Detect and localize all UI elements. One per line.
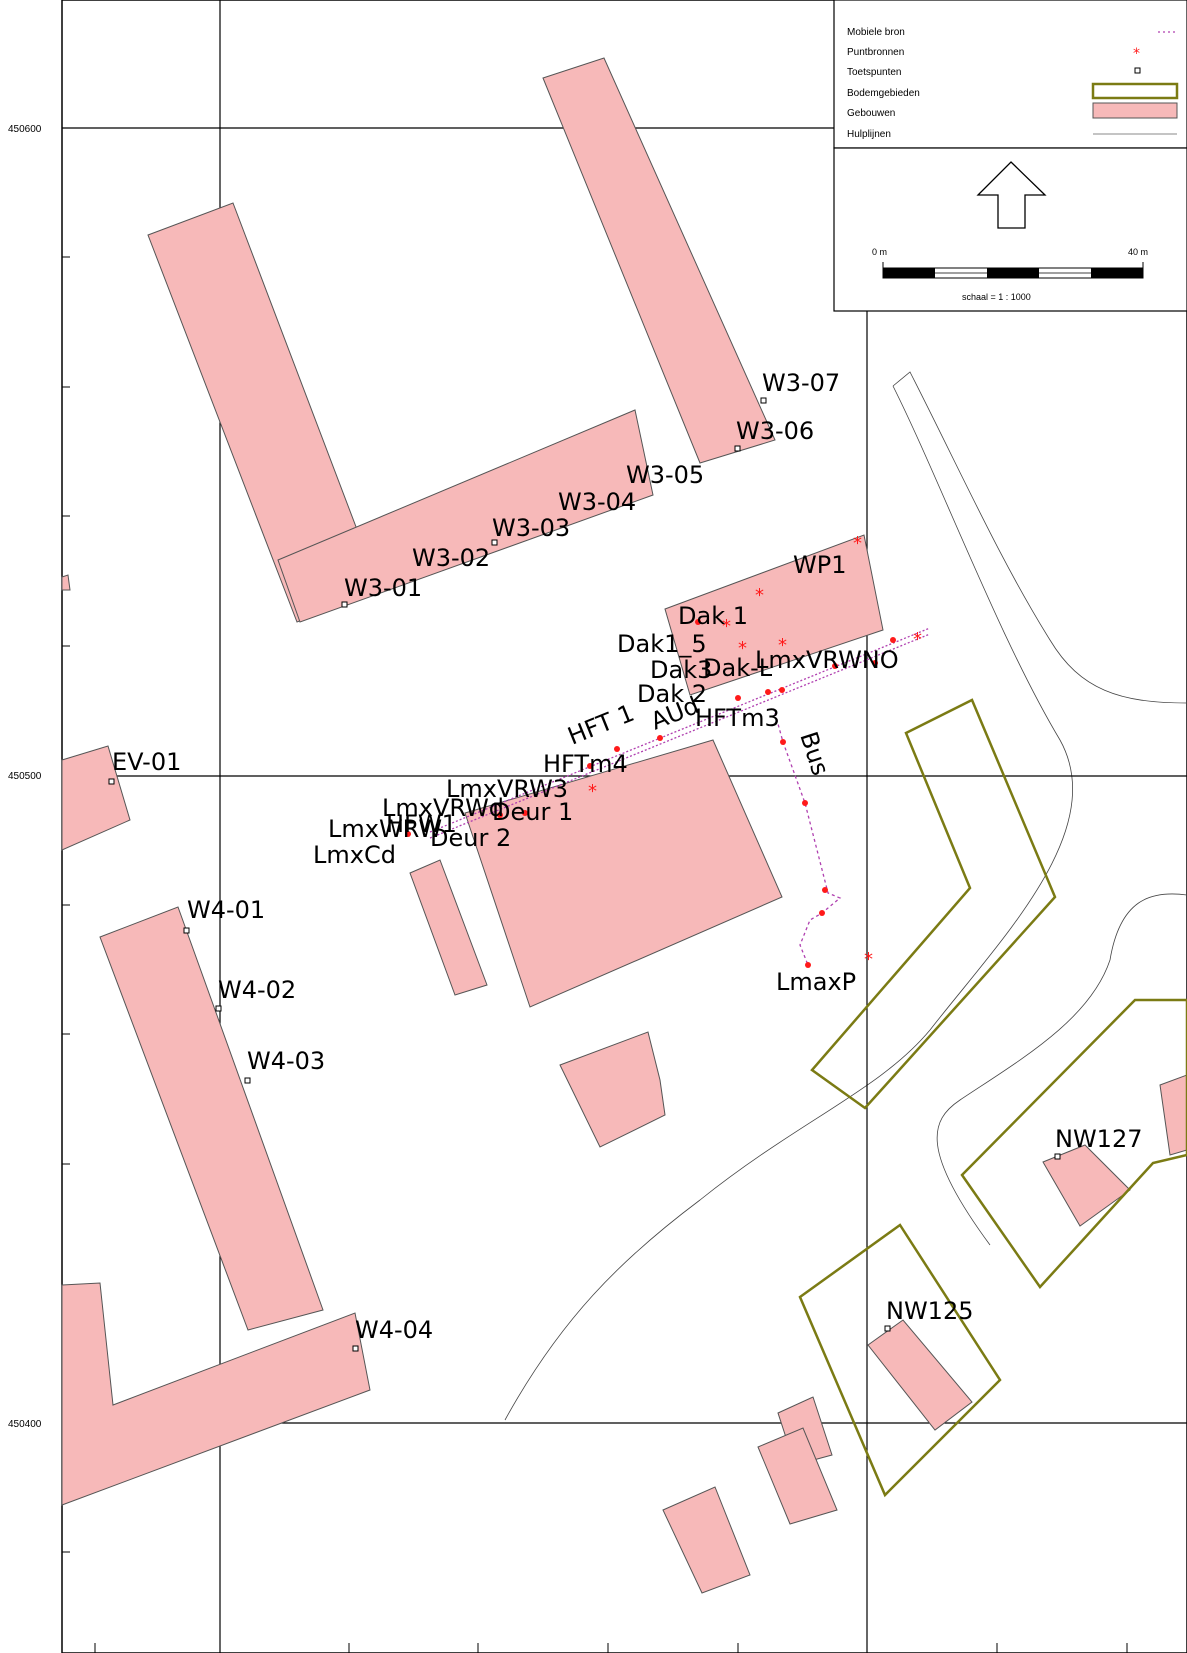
label-dak-l: Dak-L — [703, 654, 773, 682]
scale-ratio-text: schaal = 1 : 1000 — [962, 292, 1031, 302]
building — [464, 739, 783, 1008]
label-wp1: WP1 — [793, 551, 846, 579]
building — [61, 574, 71, 591]
red-star-icon: * — [853, 533, 862, 554]
building — [664, 534, 884, 696]
toetspunten-layer — [108, 397, 1061, 1352]
building — [1159, 1074, 1187, 1156]
label-w3-07: W3-07 — [762, 369, 840, 397]
label-lmxcd: LmxCd — [313, 841, 396, 869]
label-lmxvrwno: LmxVRWNO — [755, 646, 899, 674]
legend-label-mobiele-bron: Mobiele bron — [847, 27, 905, 38]
axis-ticks — [62, 256, 1128, 1653]
building — [542, 57, 776, 464]
red-star-icon: * — [722, 616, 731, 637]
label-nw125: NW125 — [886, 1297, 974, 1325]
label-w4-02: W4-02 — [218, 976, 296, 1004]
label-dak1: Dak 1 — [678, 602, 748, 630]
red-star-icon: * — [755, 585, 764, 606]
label-w3-03: W3-03 — [492, 514, 570, 542]
building — [662, 1486, 751, 1594]
label-nw127: NW127 — [1055, 1125, 1143, 1153]
legend-label-hulplijnen: Hulplijnen — [847, 129, 891, 140]
label-dak2: Dak 2 — [637, 680, 707, 708]
puntbronnen-layer: * * * * * * * * — [405, 533, 922, 970]
label-deur2: Deur 2 — [430, 824, 511, 852]
label-hfw1: HFW1 — [386, 810, 457, 838]
building — [409, 859, 488, 996]
legend-label-gebouwen: Gebouwen — [847, 108, 895, 119]
red-star-icon: * — [913, 629, 922, 650]
gebouwen-layer — [61, 57, 1187, 1594]
red-star-icon: * — [588, 781, 597, 802]
legend: Mobiele bron Puntbronnen * Toetspunten B… — [833, 0, 1187, 149]
label-w4-03: W4-03 — [247, 1047, 325, 1075]
ground-area — [798, 1223, 1002, 1498]
red-star-icon: * — [738, 638, 747, 659]
label-lmxvrwd: LmxVRWd — [382, 794, 504, 822]
ground-area — [810, 698, 1057, 1110]
road-edge-upper — [892, 371, 1187, 704]
label-dak1-5: Dak1_5 — [617, 630, 707, 658]
north-arrow-icon — [976, 161, 1047, 229]
label-ev-01: EV-01 — [112, 748, 181, 776]
label-w4-01: W4-01 — [187, 896, 265, 924]
legend-label-bodemgebieden: Bodemgebieden — [847, 88, 920, 99]
red-star-icon: * — [1133, 46, 1140, 62]
label-hftm4: HFTm4 — [543, 750, 628, 778]
building — [757, 1427, 838, 1525]
label-w3-06: W3-06 — [736, 417, 814, 445]
building — [99, 906, 324, 1331]
label-w3-02: W3-02 — [412, 544, 490, 572]
ground-area — [960, 998, 1187, 1289]
scale-bar — [882, 262, 1144, 279]
label-w3-04: W3-04 — [558, 488, 636, 516]
olive-rect-icon — [1091, 82, 1179, 100]
small-square-icon — [1134, 67, 1141, 74]
road-edge-left — [504, 385, 1073, 1421]
y-label-450400: 450400 — [8, 1419, 42, 1430]
label-lmxvrw3: LmxVRW3 — [446, 775, 568, 803]
hulplijnen-layer — [504, 371, 1187, 1421]
building — [867, 1319, 973, 1431]
north-scale-box: 0 m 40 m schaal = 1 : 1000 — [833, 147, 1187, 312]
legend-label-puntbronnen: Puntbronnen — [847, 47, 904, 58]
scale-end-label: 40 m — [1128, 247, 1148, 257]
label-deur1: Deur 1 — [492, 798, 573, 826]
map-labels: W3-07 W3-06 W3-05 W3-04 W3-03 W3-02 W3-0… — [112, 369, 1143, 1344]
red-star-icon: * — [864, 949, 873, 970]
building — [61, 745, 131, 851]
legend-label-toetspunten: Toetspunten — [847, 67, 902, 78]
red-star-icon: * — [778, 635, 787, 656]
label-w4-04: W4-04 — [355, 1316, 433, 1344]
mobiele-bron-layer — [429, 627, 931, 966]
label-w3-05: W3-05 — [626, 461, 704, 489]
building — [559, 1031, 666, 1148]
label-hftm3: HFTm3 — [695, 704, 780, 732]
pink-rect-icon — [1092, 102, 1178, 119]
label-hft1: HFT 1 — [564, 699, 638, 751]
scale-start-label: 0 m — [872, 247, 887, 257]
building — [277, 409, 654, 623]
road-edge-right — [936, 893, 1187, 1246]
label-lmxwrw: LmxWRW — [328, 815, 442, 843]
label-w3-01: W3-01 — [344, 574, 422, 602]
building — [61, 1282, 371, 1506]
y-label-450500: 450500 — [8, 771, 42, 782]
y-label-450600: 450600 — [8, 124, 42, 135]
bodemgebieden-layer — [798, 698, 1187, 1498]
label-lmaxp: LmaxP — [776, 968, 856, 996]
label-bus: Bus — [794, 728, 834, 779]
label-dak3: Dak3 — [650, 656, 712, 684]
